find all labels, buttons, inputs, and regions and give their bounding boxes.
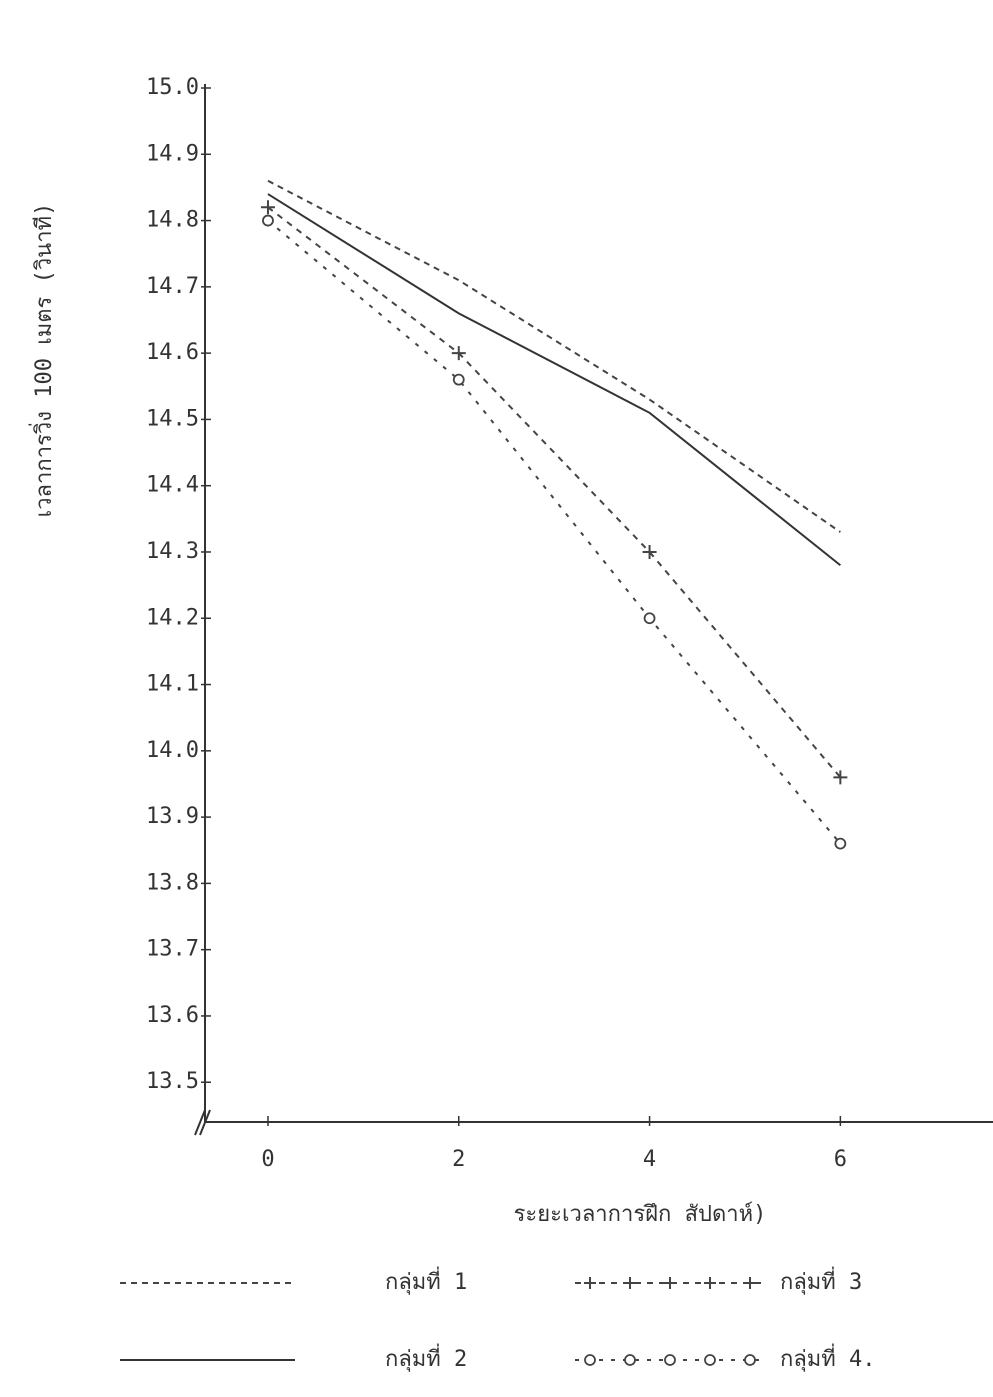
legend-label: กลุ่มที่ 1 — [385, 1266, 467, 1295]
marker — [642, 544, 657, 559]
marker — [643, 612, 656, 625]
x-tick-label: 2 — [452, 1147, 465, 1172]
legend-marker — [704, 1277, 716, 1289]
y-tick-label: 14.9 — [146, 141, 199, 166]
series-line — [267, 219, 842, 845]
marker — [834, 837, 847, 850]
x-axis-label: ระยะเวลาการฝึก สัปดาห์) — [514, 1202, 767, 1227]
legend-marker — [744, 1277, 756, 1289]
y-tick-label: 14.4 — [146, 473, 199, 498]
legend-marker — [624, 1354, 636, 1366]
y-tick-label: 14.7 — [146, 274, 199, 299]
series-line — [267, 193, 841, 567]
x-tick-label: 0 — [261, 1147, 274, 1172]
legend-marker — [584, 1354, 596, 1366]
legend-label: กลุ่มที่ 2 — [385, 1343, 467, 1372]
x-tick-label: 6 — [834, 1147, 847, 1172]
y-tick-label: 13.5 — [146, 1069, 199, 1094]
legend-marker — [744, 1354, 756, 1366]
y-tick-label: 14.2 — [146, 605, 199, 630]
marker — [262, 214, 274, 227]
x-tick-label: 4 — [643, 1147, 656, 1172]
y-axis-label: เวลาการวิ่ง 100 เมตร (วินาที) — [28, 203, 57, 518]
marker — [452, 373, 465, 386]
y-tick-label: 13.9 — [146, 804, 199, 829]
y-tick-label: 14.5 — [146, 406, 199, 431]
series-line — [267, 206, 842, 778]
marker — [833, 770, 848, 785]
legend-marker — [664, 1277, 676, 1289]
y-tick-label: 14.1 — [146, 672, 199, 697]
legend-marker — [704, 1354, 716, 1366]
legend-marker — [584, 1277, 596, 1289]
y-tick-label: 15.0 — [146, 75, 199, 100]
y-tick-label: 14.3 — [146, 539, 199, 564]
y-tick-label: 14.6 — [146, 340, 199, 365]
y-tick-label: 13.7 — [146, 937, 199, 962]
legend-marker — [624, 1277, 636, 1289]
legend-label: กลุ่มที่ 3 — [780, 1266, 862, 1295]
legend-label: กลุ่มที่ 4. — [780, 1343, 876, 1372]
series-line — [267, 179, 841, 533]
y-tick-label: 13.6 — [146, 1003, 199, 1028]
y-tick-label: 14.8 — [146, 208, 199, 233]
y-tick-label: 13.8 — [146, 870, 199, 895]
marker — [260, 200, 275, 215]
marker — [451, 346, 466, 361]
legend-marker — [664, 1354, 676, 1366]
y-tick-label: 14.0 — [146, 738, 199, 763]
